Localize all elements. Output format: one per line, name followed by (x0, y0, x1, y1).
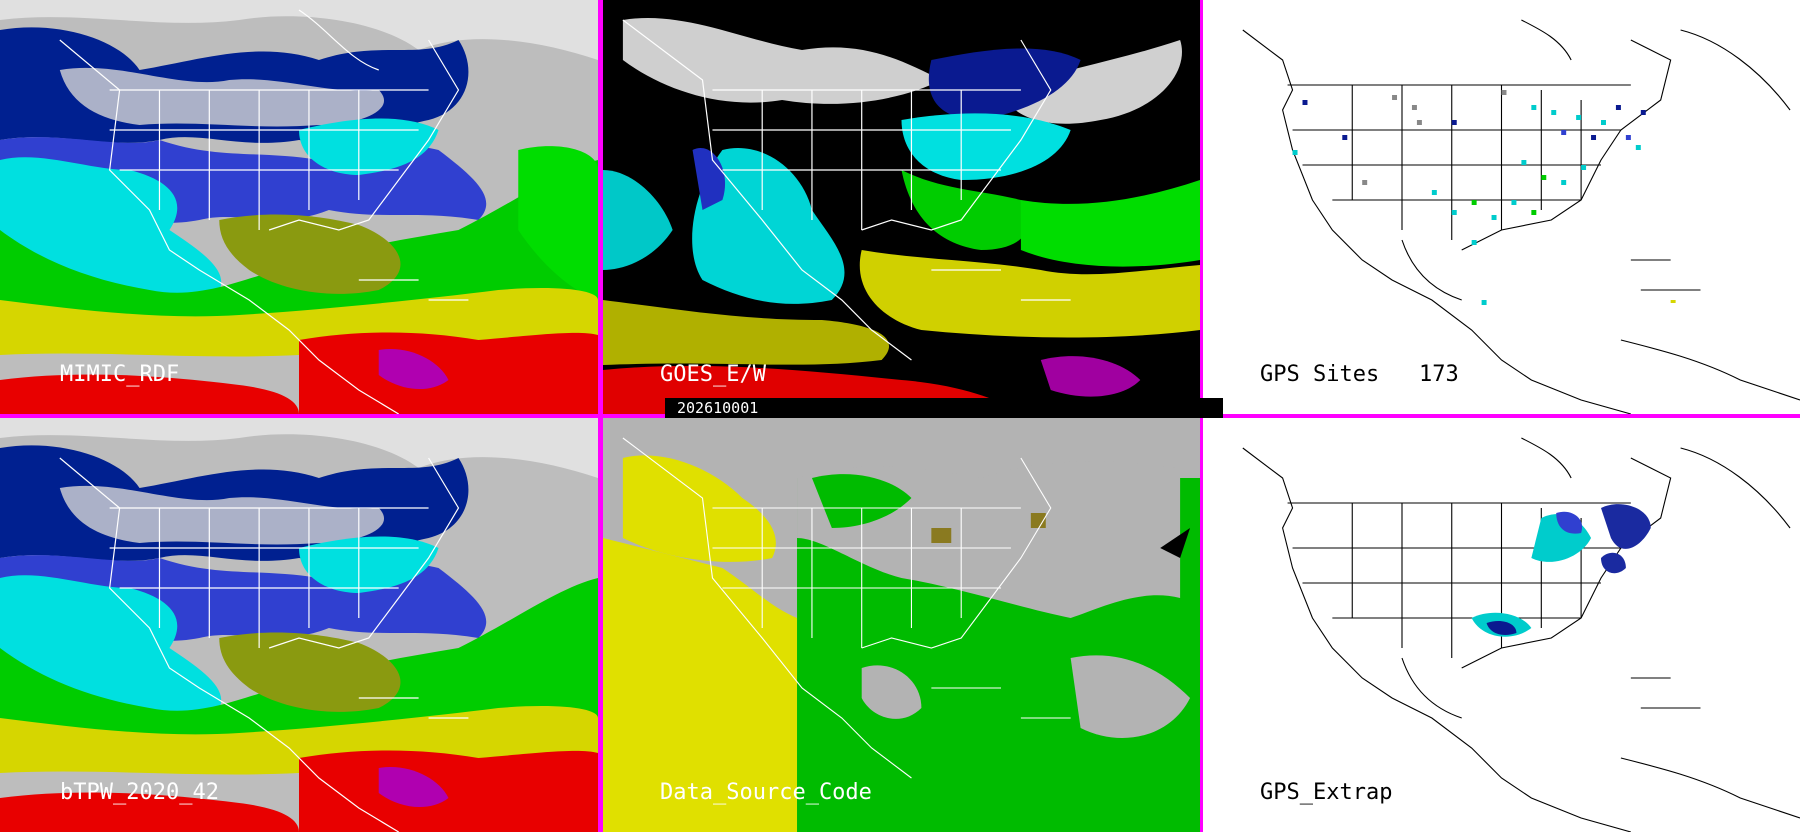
mimic-tpw-map (0, 0, 598, 414)
panel-label-mimic: MIMIC_RDF (60, 362, 180, 387)
btpw-map (0, 418, 598, 832)
gps-extrap-panel: GPS_Extrap (1203, 418, 1800, 832)
panel-label-gps-extrap: GPS_Extrap (1260, 780, 1393, 805)
gps-site-markers (1292, 90, 1676, 305)
panel-label-goes: GOES_E/W (660, 362, 766, 387)
panel-label-gps-sites: GPS Sites 173 (1260, 362, 1459, 387)
panel-label-btpw: bTPW_2020_42 (60, 780, 219, 805)
mimic-panel: MIMIC_RDF (0, 0, 598, 414)
goes-tpw-map (603, 0, 1200, 414)
gps-sites-map (1242, 19, 1800, 414)
btpw-panel: bTPW_2020_42 (0, 418, 598, 832)
gps-sites-count: 173 (1418, 362, 1459, 387)
gps-extrap-map (1242, 437, 1800, 832)
goes-panel: GOES_E/W (603, 0, 1200, 414)
data-source-panel: Data_Source_Code (603, 418, 1200, 832)
gps-sites-label: GPS Sites (1260, 362, 1380, 387)
gps-sites-panel: GPS Sites 173 (1203, 0, 1800, 414)
gps-extrap-fields (1471, 504, 1651, 637)
panel-label-data-source: Data_Source_Code (660, 780, 872, 805)
data-source-map (603, 418, 1200, 832)
timestamp-bar: 202610001 (665, 398, 1223, 418)
